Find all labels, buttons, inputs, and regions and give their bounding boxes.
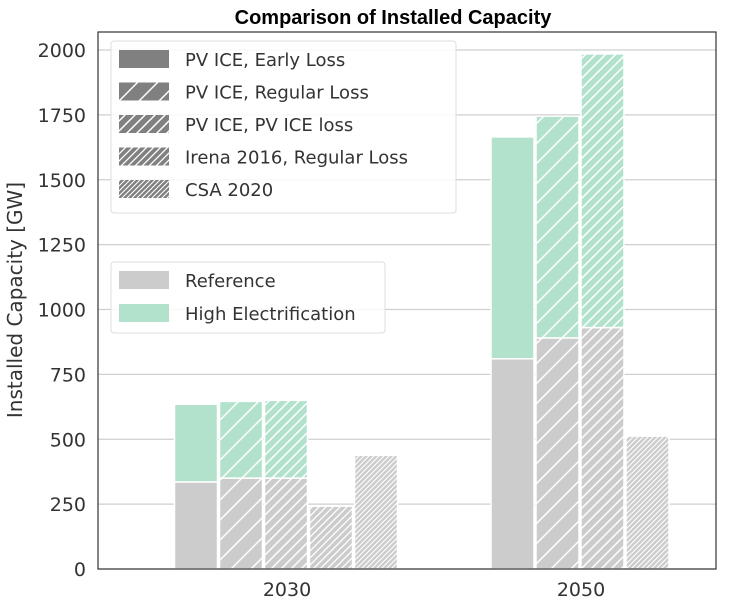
legend-label: PV ICE, Regular Loss [185, 83, 369, 104]
y-tick-label: 500 [50, 429, 86, 451]
legend-label: Irena 2016, Regular Loss [185, 148, 408, 169]
bar-high-electrification [173, 403, 219, 483]
bar-hatch [581, 53, 624, 328]
bar-hatch [219, 478, 263, 569]
legend-swatch [119, 50, 169, 68]
bar-hatch [581, 327, 624, 569]
legend-label: PV ICE, Early Loss [185, 50, 345, 71]
legend-swatch [119, 304, 169, 322]
y-tick-label: 750 [50, 364, 86, 386]
legend-hatch [119, 180, 169, 198]
y-tick-label: 1000 [38, 300, 86, 322]
legend-label: Reference [185, 271, 276, 292]
legend-scenarios [110, 261, 386, 334]
legend-label: CSA 2020 [185, 180, 273, 201]
legend-label: PV ICE, PV ICE loss [185, 115, 353, 136]
bar-hatch [536, 338, 579, 569]
legend-swatch [119, 271, 169, 289]
bar-hatch [536, 116, 579, 339]
x-tick-label: 2030 [263, 579, 311, 601]
bar-hatch [264, 400, 308, 479]
bar-hatch [626, 436, 669, 569]
y-tick-label: 250 [50, 494, 86, 516]
y-tick-label: 1500 [38, 170, 86, 192]
x-tick-label: 2050 [557, 579, 605, 601]
bar-hatch [264, 478, 308, 569]
legend-hatch [119, 82, 169, 101]
y-tick-label: 1250 [38, 235, 86, 257]
bar-hatch [354, 455, 398, 569]
legend-hatch [119, 115, 169, 133]
y-tick-label: 0 [74, 559, 86, 581]
bar-hatch [219, 401, 263, 479]
legend-hatch [119, 147, 169, 166]
y-axis-label: Installed Capacity [GW] [3, 182, 27, 418]
y-tick-label: 1750 [38, 105, 86, 127]
legend-methods [110, 40, 457, 214]
legend-label: High Electrification [185, 304, 356, 325]
chart-title: Comparison of Installed Capacity [235, 7, 553, 29]
bar-reference [173, 481, 219, 570]
y-tick-label: 2000 [38, 40, 86, 62]
bar-reference [490, 358, 535, 570]
bar-hatch [309, 506, 353, 569]
plot-frame [97, 31, 717, 570]
bar-high-electrification [490, 136, 535, 360]
